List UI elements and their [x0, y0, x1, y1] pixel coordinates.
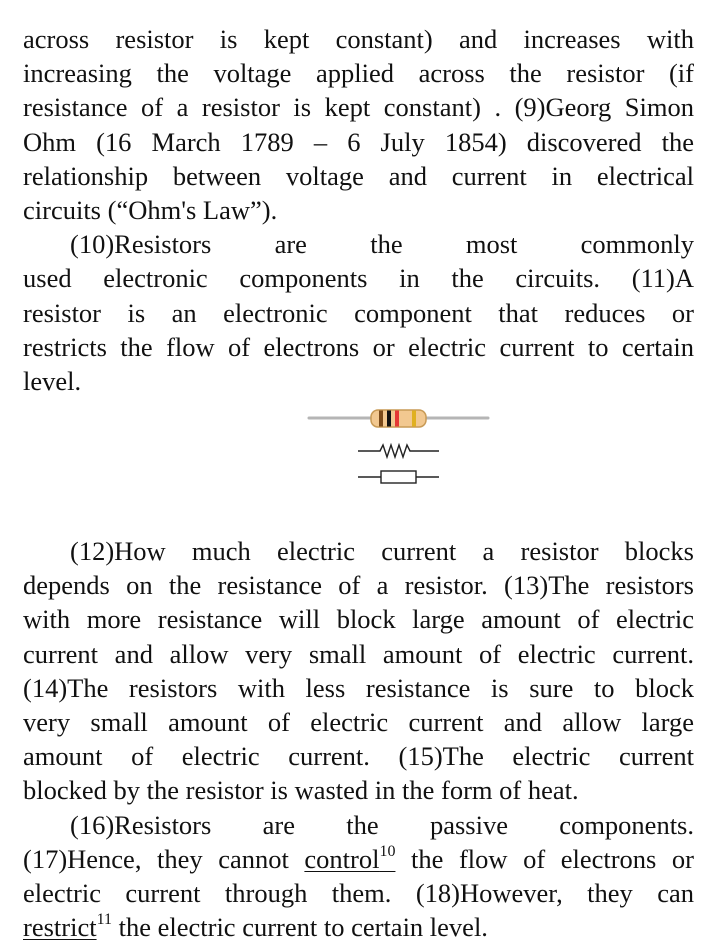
text-line: circuits (“Ohm's Law”).: [23, 194, 278, 225]
text-line: relationship between voltage and current…: [23, 160, 694, 191]
resistor-photo-icon: [307, 409, 490, 428]
text-line: (12)How much electric current a resistor…: [70, 536, 694, 567]
text-line: resistor is an electronic component that…: [23, 297, 694, 328]
term-word: control: [304, 843, 380, 874]
text-segment: (17)Hence, they cannot: [23, 843, 305, 874]
text-line: with more resistance will block large am…: [23, 604, 694, 635]
term-word: restrict: [23, 912, 97, 943]
text-line: across resistor is kept constant) and in…: [23, 24, 694, 54]
resistor-illustration: [307, 409, 490, 484]
footnote-term-restrict[interactable]: restrict: [23, 912, 97, 942]
paragraph-3: (12)How much electric current a resistor…: [23, 534, 694, 808]
text-line: very small amount of electric current an…: [23, 707, 694, 737]
text-line: (17)Hence, they cannot control10 the flo…: [23, 842, 694, 876]
footnote-ref-11[interactable]: 11: [96, 911, 112, 929]
text-line: (10)Resistors are the most commonly: [70, 229, 694, 260]
text-line: resistance of a resistor is kept constan…: [23, 92, 694, 123]
text-segment: the flow of electrons or: [395, 843, 694, 874]
text-line: (16)Resistors are the passive components…: [70, 809, 694, 840]
paragraph-4: (16)Resistors are the passive components…: [23, 808, 694, 944]
text-line: current and allow very small amount of e…: [23, 638, 694, 669]
footnote-term-control[interactable]: control10: [304, 842, 396, 874]
footnote-ref-10[interactable]: 10: [379, 842, 396, 860]
text-line: electric current through them. (18)Howev…: [23, 877, 694, 908]
resistor-figure: [23, 398, 694, 534]
text-line: increasing the voltage applied across th…: [23, 58, 694, 89]
text-line: Ohm (16 March 1789 – 6 July 1854) discov…: [23, 126, 694, 157]
text-line: amount of electric current. (15)The elec…: [23, 741, 694, 772]
text-line: depends on the resistance of a resistor.…: [23, 570, 694, 601]
text-line: restrict11 the electric current to certa…: [23, 910, 694, 944]
text-line: blocked by the resistor is wasted in the…: [23, 775, 579, 806]
text-line: used electronic components in the circui…: [23, 263, 694, 294]
text-line: (14)The resistors with less resistance i…: [23, 672, 694, 703]
document-page: across resistor is kept constant) and in…: [23, 22, 694, 944]
resistor-zigzag-symbol-icon: [358, 442, 439, 460]
paragraph-1: across resistor is kept constant) and in…: [23, 22, 694, 227]
paragraph-2: (10)Resistors are the most commonly used…: [23, 227, 694, 398]
text-line: level.: [23, 365, 82, 396]
text-line: restricts the flow of electrons or elect…: [23, 331, 694, 362]
text-segment: the electric current to certain level.: [111, 912, 488, 943]
resistor-box-symbol-icon: [358, 470, 439, 484]
